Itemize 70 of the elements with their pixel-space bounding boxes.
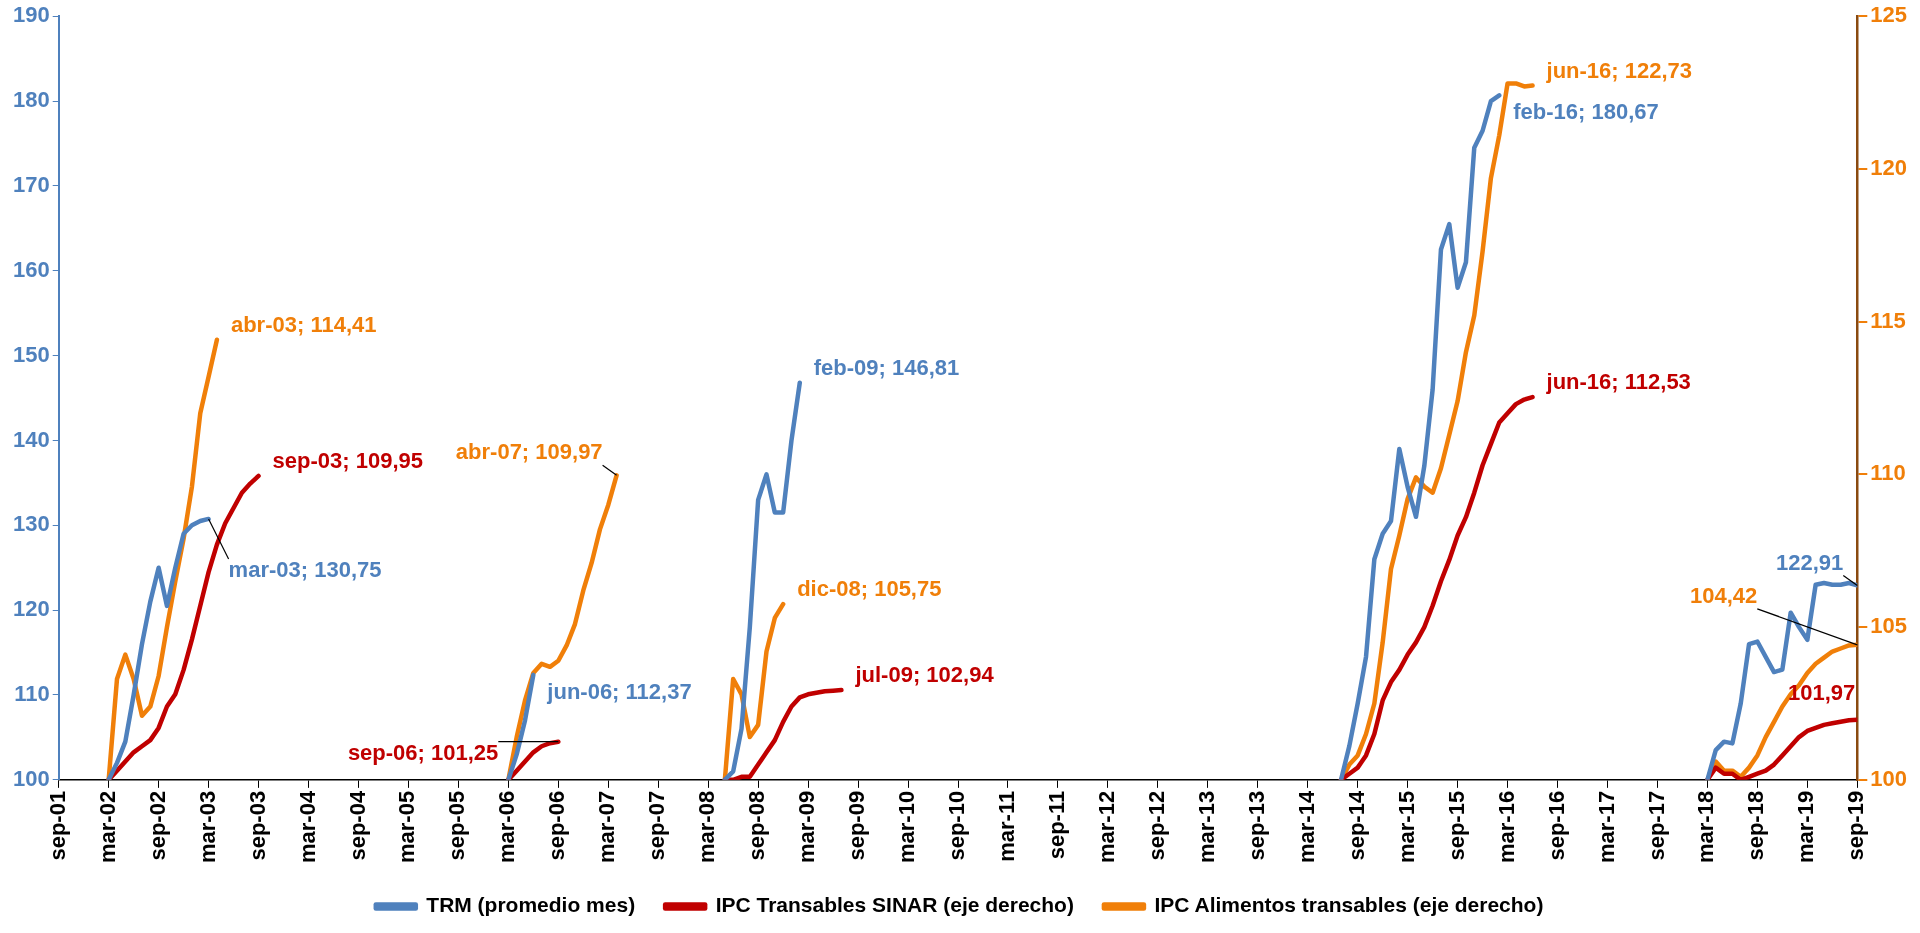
data-label: jul-09; 102,94 xyxy=(854,662,995,688)
x-tick-label: mar-13 xyxy=(1193,790,1219,863)
data-label: jun-16; 122,73 xyxy=(1545,57,1693,83)
data-label: sep-03; 109,95 xyxy=(272,447,423,473)
x-tick-label: sep-03 xyxy=(244,790,270,861)
x-tick-label: mar-18 xyxy=(1693,790,1719,863)
y-tick-label: 120 xyxy=(12,596,50,622)
x-tick-label: mar-17 xyxy=(1593,790,1619,863)
x-tick-label: sep-15 xyxy=(1443,790,1469,861)
x-tick-label: mar-08 xyxy=(694,790,720,863)
data-label: abr-07; 109,97 xyxy=(455,439,603,465)
legend-label: IPC Alimentos transables (eje derecho) xyxy=(1154,893,1544,917)
y2-tick-label: 100 xyxy=(1870,765,1908,791)
data-label: mar-03; 130,75 xyxy=(228,557,382,582)
y-tick-label: 170 xyxy=(12,171,50,197)
x-tick-label: mar-11 xyxy=(994,790,1020,862)
x-tick-label: sep-02 xyxy=(144,790,170,861)
x-tick-label: sep-19 xyxy=(1843,790,1869,861)
y2-tick-label: 115 xyxy=(1870,307,1906,333)
y-tick-label: 130 xyxy=(12,511,50,537)
y-tick-label: 100 xyxy=(12,765,50,791)
x-tick-label: sep-05 xyxy=(444,790,470,861)
data-label: feb-16; 180,67 xyxy=(1513,99,1659,125)
x-tick-label: mar-10 xyxy=(894,790,920,863)
data-label: 104,42 xyxy=(1690,582,1758,608)
x-tick-label: sep-11 xyxy=(1043,790,1069,860)
data-label: abr-03; 114,41 xyxy=(230,311,377,337)
x-tick-label: mar-14 xyxy=(1293,790,1319,863)
x-tick-label: sep-08 xyxy=(744,790,770,861)
y-tick-label: 180 xyxy=(12,87,50,113)
x-tick-label: sep-14 xyxy=(1343,790,1369,861)
x-tick-label: sep-16 xyxy=(1543,790,1569,861)
x-tick-label: sep-09 xyxy=(844,790,870,861)
x-tick-label: mar-02 xyxy=(94,790,120,863)
x-tick-label: mar-09 xyxy=(794,790,820,863)
x-tick-label: mar-07 xyxy=(594,790,620,863)
x-tick-label: mar-04 xyxy=(294,790,320,863)
x-tick-label: mar-16 xyxy=(1493,790,1519,863)
y-tick-label: 140 xyxy=(12,426,50,452)
x-tick-label: sep-04 xyxy=(344,790,370,861)
x-tick-label: mar-06 xyxy=(494,790,520,863)
x-tick-label: sep-12 xyxy=(1143,790,1169,861)
y-tick-label: 150 xyxy=(12,341,50,367)
x-tick-label: mar-05 xyxy=(394,790,420,863)
x-tick-label: sep-01 xyxy=(44,790,70,861)
x-tick-label: mar-12 xyxy=(1093,790,1119,863)
data-label: feb-09; 146,81 xyxy=(813,354,960,380)
data-label: jun-06; 112,37 xyxy=(546,678,692,704)
y-tick-label: 190 xyxy=(12,2,50,28)
y2-tick-label: 125 xyxy=(1870,2,1908,28)
data-label: sep-06; 101,25 xyxy=(347,739,499,765)
data-label: jun-16; 112,53 xyxy=(1545,369,1691,395)
x-tick-label: mar-19 xyxy=(1793,790,1819,863)
x-tick-label: sep-10 xyxy=(944,790,970,861)
y2-tick-label: 105 xyxy=(1870,613,1908,639)
x-tick-label: sep-06 xyxy=(544,790,570,861)
y-tick-label: 160 xyxy=(12,256,50,282)
x-tick-label: sep-18 xyxy=(1743,790,1769,861)
x-tick-label: sep-13 xyxy=(1243,790,1269,861)
y2-tick-label: 120 xyxy=(1870,154,1908,180)
y-tick-label: 110 xyxy=(14,681,50,707)
data-label: dic-08; 105,75 xyxy=(797,576,942,602)
y2-tick-label: 110 xyxy=(1870,460,1906,486)
x-tick-label: mar-03 xyxy=(194,790,220,863)
x-tick-label: mar-15 xyxy=(1393,790,1419,863)
x-tick-label: sep-17 xyxy=(1643,790,1669,861)
data-label: 122,91 xyxy=(1776,549,1844,575)
legend-label: IPC Transables SINAR (eje derecho) xyxy=(715,893,1074,917)
legend-label: TRM (promedio mes) xyxy=(426,893,636,917)
x-tick-label: sep-07 xyxy=(644,790,670,861)
